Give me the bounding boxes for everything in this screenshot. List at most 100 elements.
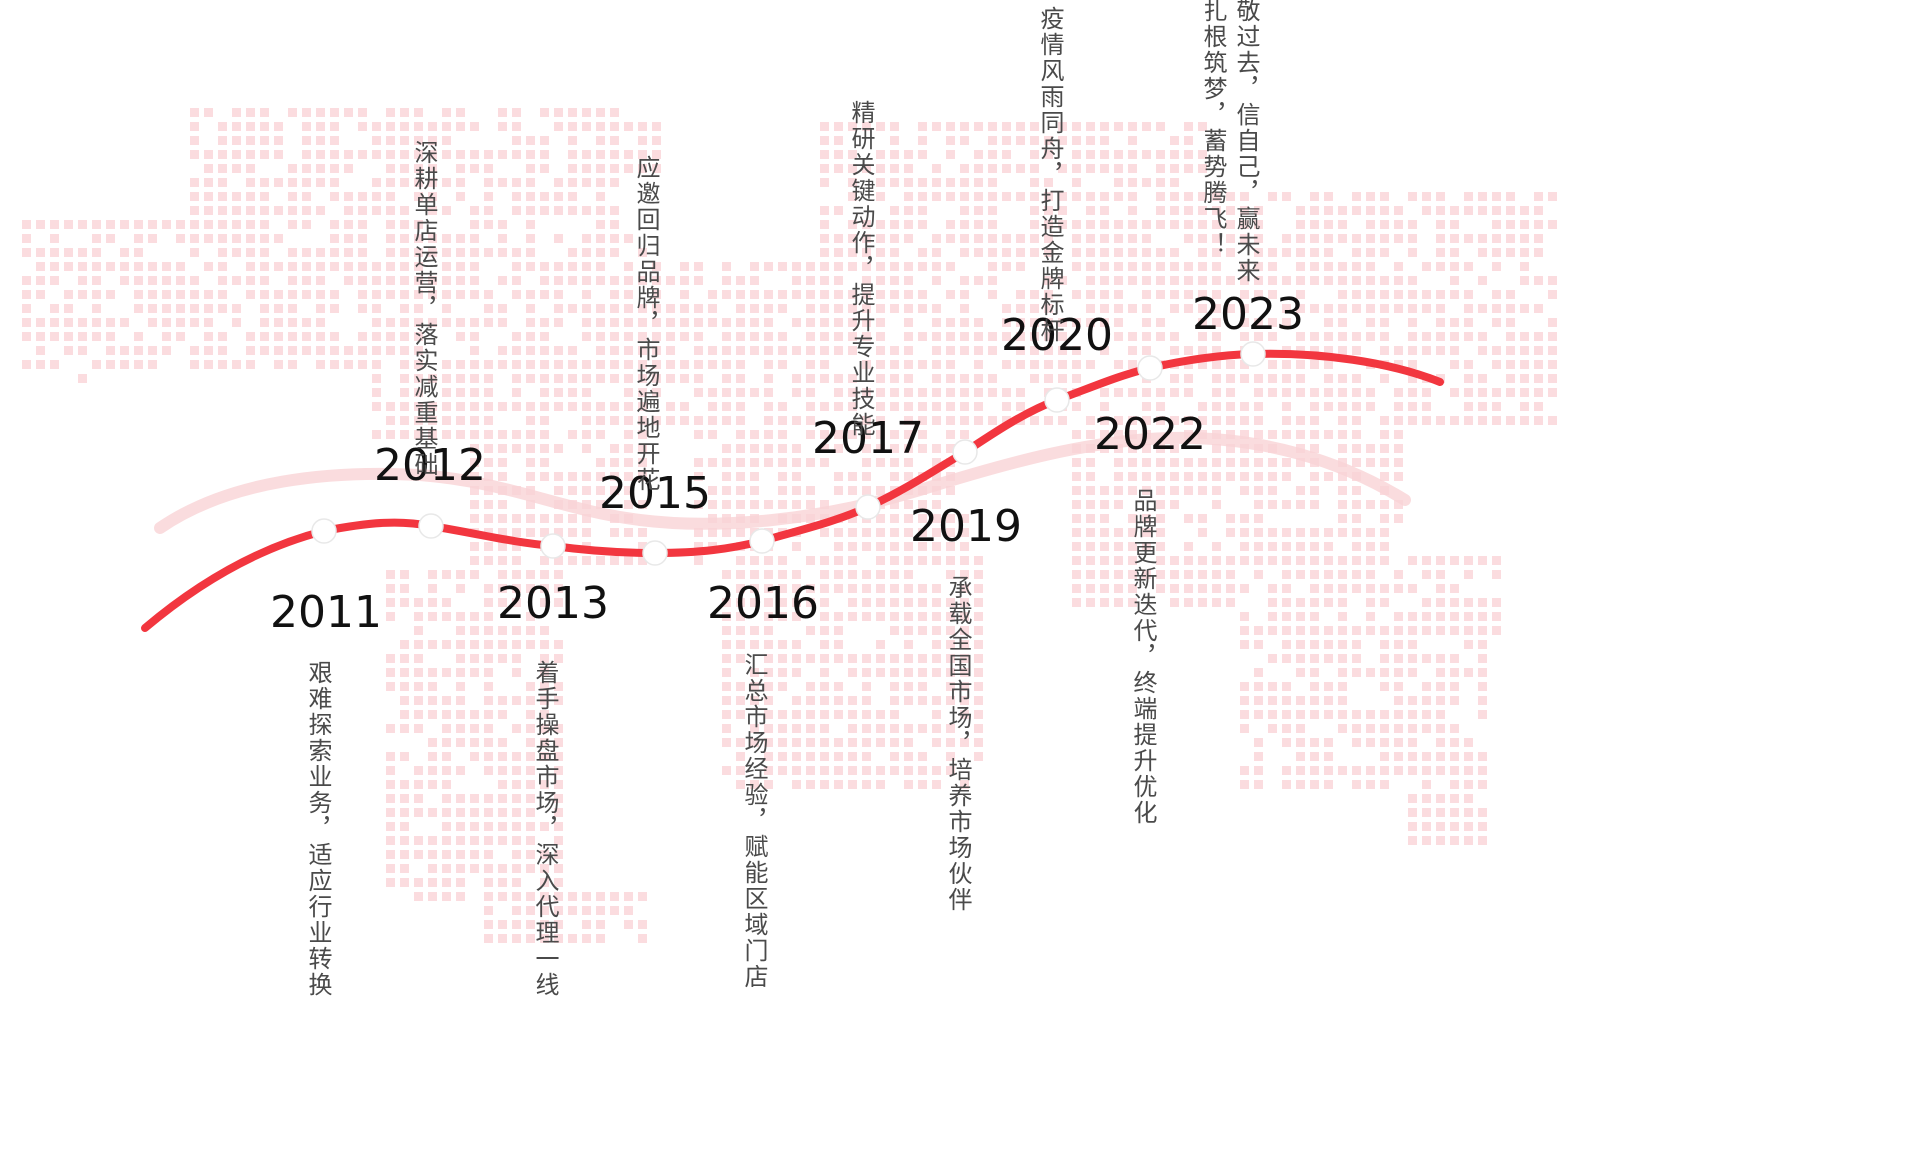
map-dot	[260, 248, 269, 257]
map-dot	[190, 318, 199, 327]
map-dot	[512, 360, 521, 369]
map-dot	[400, 206, 409, 215]
map-dot	[1226, 444, 1235, 453]
map-dot	[218, 220, 227, 229]
map-dot	[1058, 318, 1067, 327]
map-dot	[400, 346, 409, 355]
map-dot	[386, 668, 395, 677]
map-dot	[540, 752, 549, 761]
map-dot	[1240, 514, 1249, 523]
map-dot	[792, 570, 801, 579]
map-dot	[890, 346, 899, 355]
map-dot	[778, 668, 787, 677]
map-dot	[946, 556, 955, 565]
map-dot	[1380, 766, 1389, 775]
map-dot	[78, 290, 87, 299]
map-dot	[764, 346, 773, 355]
map-dot	[498, 766, 507, 775]
map-dot	[1520, 332, 1529, 341]
map-dot	[1198, 220, 1207, 229]
map-dot	[1198, 248, 1207, 257]
map-dot	[1240, 416, 1249, 425]
map-dot	[386, 122, 395, 131]
map-dot	[722, 528, 731, 537]
map-dot	[1422, 682, 1431, 691]
map-dot	[302, 332, 311, 341]
map-dot	[512, 724, 521, 733]
map-dot	[1086, 486, 1095, 495]
map-dot	[1310, 682, 1319, 691]
map-dot	[1338, 710, 1347, 719]
map-dot	[554, 178, 563, 187]
map-dot	[764, 570, 773, 579]
map-dot	[596, 248, 605, 257]
map-dot	[1030, 346, 1039, 355]
map-dot	[470, 150, 479, 159]
map-dot	[1016, 318, 1025, 327]
map-dot	[624, 150, 633, 159]
map-dot	[1464, 318, 1473, 327]
map-dot	[1338, 430, 1347, 439]
map-dot	[204, 178, 213, 187]
map-dot	[1548, 192, 1557, 201]
map-dot	[862, 528, 871, 537]
map-dot	[1170, 178, 1179, 187]
map-dot	[1100, 136, 1109, 145]
map-dot	[820, 458, 829, 467]
map-dot	[1436, 766, 1445, 775]
map-dot	[1114, 262, 1123, 271]
map-dot	[876, 290, 885, 299]
map-dot	[1450, 556, 1459, 565]
map-dot	[260, 346, 269, 355]
map-dot	[610, 458, 619, 467]
map-dot	[708, 318, 717, 327]
map-dot	[260, 304, 269, 313]
map-dot	[1352, 444, 1361, 453]
map-dot	[456, 430, 465, 439]
map-dot	[540, 626, 549, 635]
map-dot	[526, 612, 535, 621]
map-dot	[1226, 458, 1235, 467]
map-dot	[1338, 332, 1347, 341]
map-dot	[764, 556, 773, 565]
map-dot	[1394, 346, 1403, 355]
map-dot	[638, 920, 647, 929]
map-dot	[1408, 640, 1417, 649]
map-dot	[1156, 150, 1165, 159]
map-dot	[848, 668, 857, 677]
map-dot	[274, 318, 283, 327]
map-dot	[358, 108, 367, 117]
map-dot	[1254, 542, 1263, 551]
map-dot	[750, 332, 759, 341]
map-dot	[750, 696, 759, 705]
map-dot	[498, 178, 507, 187]
map-dot	[400, 710, 409, 719]
map-dot	[1478, 304, 1487, 313]
map-dot	[918, 136, 927, 145]
map-dot	[1296, 654, 1305, 663]
map-dot	[1198, 122, 1207, 131]
map-dot	[1282, 374, 1291, 383]
map-dot	[190, 178, 199, 187]
map-dot	[498, 920, 507, 929]
map-dot	[36, 276, 45, 285]
map-dot	[1478, 598, 1487, 607]
map-dot	[988, 374, 997, 383]
map-dot	[834, 150, 843, 159]
map-dot	[470, 318, 479, 327]
map-dot	[582, 374, 591, 383]
map-dot	[218, 150, 227, 159]
map-dot	[862, 724, 871, 733]
map-dot	[946, 388, 955, 397]
map-dot	[568, 388, 577, 397]
map-dot	[848, 290, 857, 299]
map-dot	[666, 402, 675, 411]
map-dot	[904, 332, 913, 341]
map-dot	[1240, 318, 1249, 327]
map-dot	[1422, 780, 1431, 789]
map-dot	[638, 458, 647, 467]
map-dot	[456, 626, 465, 635]
map-dot	[582, 318, 591, 327]
map-dot	[960, 598, 969, 607]
map-dot	[400, 584, 409, 593]
